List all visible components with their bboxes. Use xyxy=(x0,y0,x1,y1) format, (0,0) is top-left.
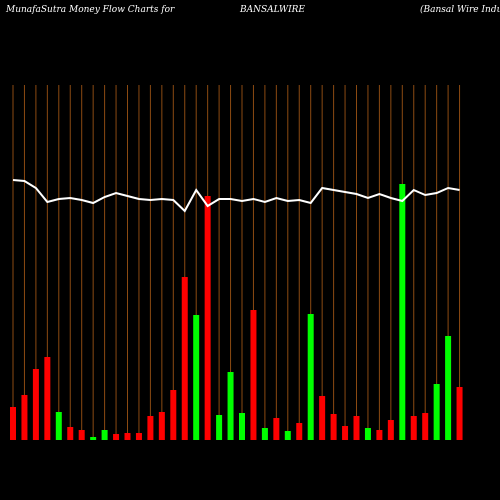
bar xyxy=(204,196,211,440)
bar xyxy=(399,184,406,440)
bar xyxy=(158,412,165,440)
bar xyxy=(193,315,200,440)
bar xyxy=(330,414,337,440)
bar xyxy=(296,423,303,440)
money-flow-line xyxy=(12,179,460,213)
bar xyxy=(147,416,154,440)
bar xyxy=(44,357,51,440)
bar xyxy=(387,420,394,440)
bar xyxy=(364,428,371,440)
bar xyxy=(456,387,463,440)
bar xyxy=(181,277,188,440)
bar xyxy=(78,430,85,440)
bar xyxy=(67,427,74,440)
bar xyxy=(342,426,349,440)
bar xyxy=(216,415,223,440)
bar xyxy=(353,416,360,440)
bar xyxy=(10,407,16,440)
bar xyxy=(307,314,314,440)
bar xyxy=(90,437,97,440)
bar xyxy=(227,372,234,440)
bar xyxy=(124,433,131,440)
chart-title: MunafaSutra Money Flow Charts for xyxy=(5,5,175,15)
bar xyxy=(319,396,326,440)
bar xyxy=(55,412,62,440)
bar xyxy=(261,428,268,440)
bar xyxy=(21,395,28,440)
bar xyxy=(32,369,39,440)
bar xyxy=(113,434,120,440)
bar xyxy=(422,413,429,440)
bar xyxy=(410,416,417,440)
chart-subtitle: BANSALWIRE xyxy=(239,5,305,15)
bar xyxy=(433,384,440,440)
bar xyxy=(101,430,108,440)
bar xyxy=(284,431,291,440)
bar xyxy=(445,336,452,440)
bar xyxy=(239,413,245,440)
bar xyxy=(273,418,280,440)
bar xyxy=(250,310,257,440)
bar xyxy=(170,390,177,440)
bar xyxy=(376,430,383,440)
company-name: (Bansal Wire Industr xyxy=(420,4,500,15)
bar xyxy=(135,433,142,440)
